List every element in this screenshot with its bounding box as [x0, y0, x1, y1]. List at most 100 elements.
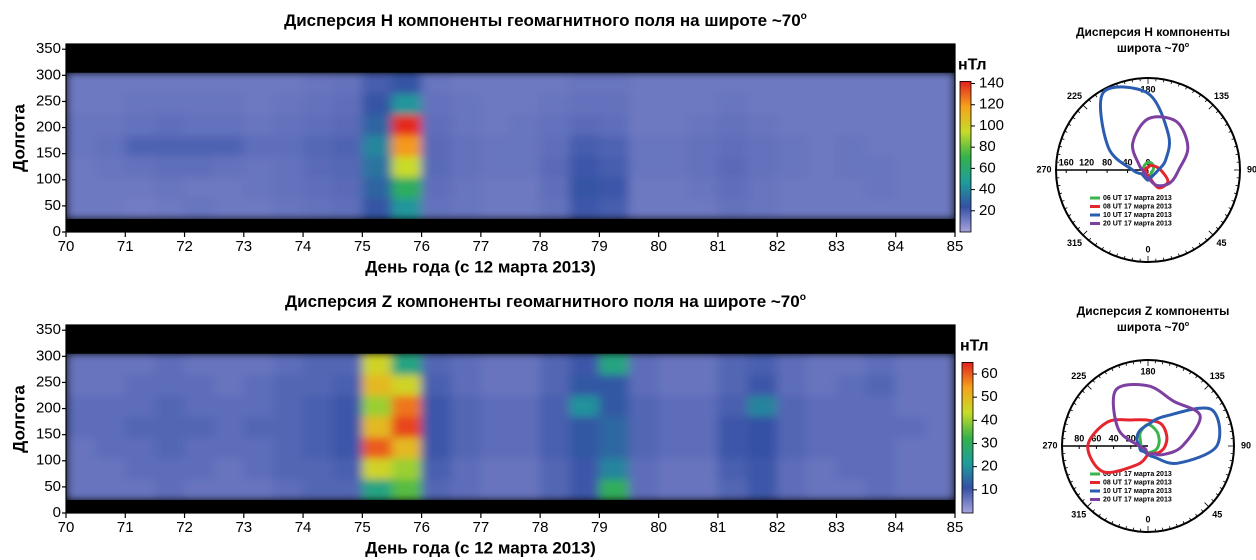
heatmap-cell: [451, 72, 481, 93]
heatmap-cell: [125, 198, 155, 219]
heatmap-cell: [332, 437, 362, 458]
heatmap-cell: [66, 93, 96, 114]
heatmap-cell: [658, 135, 688, 156]
heatmap-cell: [332, 416, 362, 437]
heatmap-cell: [925, 114, 955, 135]
heatmap-cell: [688, 72, 718, 93]
heatmap-cell: [688, 135, 718, 156]
heatmap-cell: [747, 198, 777, 219]
heatmap-cell: [629, 437, 659, 458]
angle-minor-tick: [1133, 528, 1134, 531]
heatmap-cell: [125, 72, 155, 93]
heatmap-cell: [836, 93, 866, 114]
heatmap-cell: [421, 198, 451, 219]
legend-label: 08 UT 17 марта 2013: [1103, 203, 1172, 210]
heatmap-cell: [362, 156, 392, 177]
heatmap-cell: [540, 135, 570, 156]
radial-tick-label: 80: [1102, 157, 1112, 167]
heatmap-cell: [273, 458, 303, 479]
heatmap-cell: [481, 416, 511, 437]
heatmap-cell: [184, 72, 214, 93]
heatmap-cell: [925, 416, 955, 437]
x-tick-label: 81: [710, 519, 727, 536]
heatmap-cell: [451, 135, 481, 156]
chart-title: Дисперсия H компоненты геомагнитного пол…: [284, 11, 807, 31]
heatmap-cell: [184, 177, 214, 198]
heatmap-cell: [125, 177, 155, 198]
heatmap-cell: [155, 458, 185, 479]
heatmap-cell: [807, 374, 837, 395]
heatmap-cell: [362, 479, 392, 500]
heatmap-cell: [747, 353, 777, 374]
angle-tick-label: 135: [1214, 91, 1229, 101]
heatmap-cell: [895, 479, 925, 500]
heatmap-cell: [658, 198, 688, 219]
heatmap-cell: [66, 479, 96, 500]
y-tick-label: 50: [44, 197, 61, 214]
x-tick-label: 82: [769, 519, 786, 536]
heatmap-cell: [392, 458, 422, 479]
heatmap-cell: [807, 93, 837, 114]
heatmap-cell: [718, 395, 748, 416]
heatmap-cell: [303, 437, 333, 458]
heatmap-cell: [747, 114, 777, 135]
heatmap-cell: [214, 135, 244, 156]
x-tick-label: 70: [58, 519, 75, 536]
angle-tick-label: 0: [1145, 514, 1150, 524]
heatmap-cell: [599, 177, 629, 198]
heatmap-cell: [273, 437, 303, 458]
x-tick-label: 85: [947, 519, 964, 536]
heatmap-cell: [184, 114, 214, 135]
heatmap-cell: [421, 135, 451, 156]
heatmap-cell: [362, 374, 392, 395]
heatmap-cell: [718, 72, 748, 93]
heatmap-cell: [569, 458, 599, 479]
heatmap-cell: [807, 135, 837, 156]
heatmap-cell: [718, 374, 748, 395]
heatmap-cell: [392, 93, 422, 114]
angle-minor-tick: [1205, 385, 1209, 389]
heatmap-cell: [125, 374, 155, 395]
heatmap-cell: [510, 93, 540, 114]
x-tick-label: 70: [58, 238, 75, 255]
heatmap-cell: [214, 177, 244, 198]
heatmap-cell: [599, 353, 629, 374]
heatmap-cell: [658, 416, 688, 437]
heatmap-cell: [95, 437, 125, 458]
heatmap-cell: [125, 353, 155, 374]
heatmap-cell: [895, 93, 925, 114]
heatmap-cell: [451, 437, 481, 458]
title-text: Дисперсия H компоненты геомагнитного пол…: [284, 11, 801, 30]
heatmap-cell: [66, 72, 96, 93]
heatmap-cell: [866, 353, 896, 374]
heatmap-cell: [629, 135, 659, 156]
heatmap-cell: [866, 72, 896, 93]
heatmap-cell: [244, 374, 274, 395]
title-text: Дисперсия Z компоненты: [1077, 304, 1230, 318]
heatmap-cell: [303, 156, 333, 177]
angle-tick-label: 270: [1042, 440, 1057, 450]
heatmap-cell: [747, 135, 777, 156]
angle-minor-tick: [1162, 528, 1163, 531]
heatmap-smooth: [66, 72, 956, 219]
heatmap-cell: [244, 177, 274, 198]
heatmap-cell: [688, 374, 718, 395]
heatmap-cell: [244, 93, 274, 114]
heatmap-cell: [866, 479, 896, 500]
heatmap-cell: [95, 72, 125, 93]
heatmap-cell: [925, 395, 955, 416]
heatmap-cell: [807, 198, 837, 219]
heatmap-cell: [658, 114, 688, 135]
heatmap-cell: [836, 395, 866, 416]
heatmap-cell: [866, 198, 896, 219]
heatmap-cell: [658, 374, 688, 395]
heatmap-cell: [777, 479, 807, 500]
heatmap-cell: [510, 177, 540, 198]
heatmap-cell: [836, 353, 866, 374]
legend-label: 20 UT 17 марта 2013: [1103, 220, 1172, 227]
heatmap-cell: [777, 416, 807, 437]
heatmap-cell: [510, 72, 540, 93]
heatmap-cell: [718, 114, 748, 135]
heatmap-cell: [244, 437, 274, 458]
heatmap-cell: [392, 198, 422, 219]
